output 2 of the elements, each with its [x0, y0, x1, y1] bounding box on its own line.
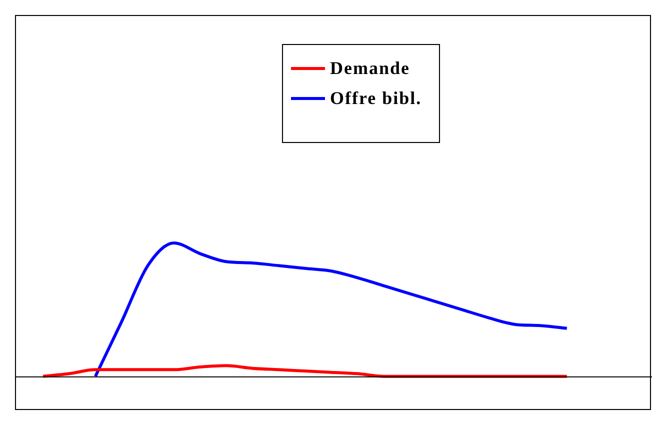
legend-label: Offre bibl.: [330, 88, 422, 108]
legend-label: Demande: [330, 58, 410, 78]
